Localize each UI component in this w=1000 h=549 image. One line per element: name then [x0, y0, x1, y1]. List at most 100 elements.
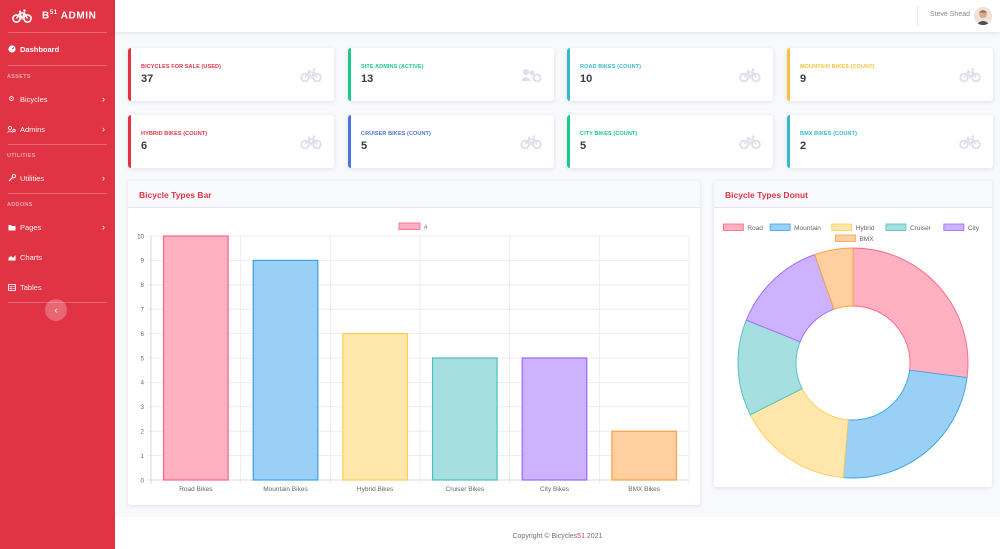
donut-slice[interactable] [842, 369, 968, 479]
bar-legend[interactable]: # [398, 222, 428, 231]
sidebar-item-admins[interactable]: Admins › [0, 114, 115, 144]
chevron-right-icon: › [102, 173, 105, 183]
bar[interactable] [342, 332, 409, 481]
sidebar-item-utilities[interactable]: Utilities › [0, 163, 115, 193]
stat-value: 5 [580, 140, 587, 152]
stat-label: SITE ADMINS (ACTIVE) [361, 64, 424, 70]
x-tick-label: Cruiser Bikes [446, 486, 485, 493]
legend-label: Hybrid [856, 225, 875, 232]
donut-legend-item[interactable]: Mountain [769, 223, 821, 232]
bar[interactable] [521, 357, 588, 481]
bicycle-icon [959, 68, 981, 82]
users-cog-icon [7, 125, 16, 134]
sidebar-toggle-button[interactable]: ‹ [45, 299, 67, 321]
folder-icon [7, 223, 16, 232]
legend-swatch [769, 223, 791, 231]
sidebar-divider [8, 32, 107, 33]
stat-card: CRUISER BIKES (COUNT) 5 [348, 115, 554, 168]
stat-value: 2 [800, 140, 807, 152]
x-tick-label: BMX Bikes [628, 486, 661, 493]
stat-label: CITY BIKES (COUNT) [580, 131, 638, 137]
stat-card: ROAD BIKES (COUNT) 10 [567, 48, 773, 101]
legend-label: Mountain [794, 225, 821, 232]
chevron-right-icon: › [102, 222, 105, 232]
bar-chart-card: Bicycle Types Bar #0 1 2 3 4 5 6 7 8 9 10 Road Bike… [128, 181, 700, 505]
y-tick-label: 7 [141, 307, 145, 314]
avatar[interactable] [974, 7, 992, 25]
sidebar-item-charts[interactable]: Charts [0, 242, 115, 272]
dashboard-icon [7, 45, 16, 54]
y-tick-label: 5 [141, 355, 145, 362]
sidebar-item-bicycles[interactable]: ⚙ Bicycles › [0, 84, 115, 114]
bar-chart-title: Bicycle Types Bar [128, 181, 700, 208]
legend-swatch [943, 223, 965, 231]
sidebar-heading-assets: ASSETS [7, 74, 31, 80]
donut-legend-item[interactable]: BMX [835, 234, 874, 243]
stat-card: MOUNTAIN BIKES (COUNT) 9 [787, 48, 993, 101]
brand-name: B51 ADMIN [42, 10, 97, 22]
stat-card: CITY BIKES (COUNT) 5 [567, 115, 773, 168]
donut-slice[interactable] [852, 247, 969, 379]
x-tick-label: Hybrid Bikes [357, 486, 394, 493]
y-tick-label: 2 [141, 429, 145, 436]
y-tick-label: 6 [141, 331, 145, 338]
legend-label: City [968, 225, 980, 232]
donut-chart-card: Bicycle Types Donut Road Mountain Hybrid Cr… [714, 181, 992, 487]
stat-value: 9 [800, 73, 807, 85]
donut-legend-item[interactable]: Hybrid [831, 223, 875, 232]
legend-swatch [835, 234, 856, 242]
x-tick-label: Road Bikes [179, 486, 213, 493]
y-tick-label: 8 [141, 282, 145, 289]
bicycle-icon [300, 68, 322, 82]
chart-area-icon [7, 253, 16, 262]
sidebar-item-dashboard[interactable]: Dashboard [0, 33, 115, 65]
stat-value: 6 [141, 140, 148, 152]
bicycle-icon [12, 9, 32, 23]
bar[interactable] [252, 259, 319, 481]
sidebar-item-label: Charts [20, 252, 43, 262]
donut-legend-item[interactable]: Cruiser [885, 223, 932, 232]
stat-label: BICYCLES FOR SALE (USED) [141, 64, 222, 70]
x-tick-label: Mountain Bikes [263, 486, 308, 493]
sidebar-item-pages[interactable]: Pages › [0, 212, 115, 242]
sidebar-item-label: Utilities [20, 173, 45, 183]
topbar: Steve Shead [115, 0, 1000, 32]
sidebar-item-tables[interactable]: Tables [0, 272, 115, 302]
wrench-icon [7, 174, 16, 183]
bar[interactable] [162, 235, 229, 481]
bar[interactable] [611, 430, 678, 481]
sidebar-divider [8, 65, 107, 66]
brand-logo[interactable]: B51 ADMIN [0, 0, 115, 32]
chevron-right-icon: › [102, 124, 105, 134]
bicycle-icon [520, 135, 542, 149]
donut-slice[interactable] [814, 247, 854, 310]
sidebar-divider [8, 302, 107, 303]
table-icon [7, 283, 16, 292]
bar[interactable] [431, 357, 498, 481]
y-tick-label: 9 [141, 258, 145, 265]
donut-legend-item[interactable]: City [943, 223, 980, 232]
bar-chart: #0 1 2 3 4 5 6 7 8 9 10 Road Bikes Mountain Bikes Hyb… [137, 222, 690, 493]
stat-card: HYBRID BIKES (COUNT) 6 [128, 115, 334, 168]
chevron-right-icon: › [102, 94, 105, 104]
user-name[interactable]: Steve Shead [929, 11, 970, 18]
legend-swatch [885, 223, 907, 231]
donut-legend-item[interactable]: Road [722, 223, 763, 232]
legend-swatch [398, 222, 421, 230]
sidebar-heading-addons: ADDONS [7, 202, 33, 208]
stat-value: 5 [361, 140, 368, 152]
users-cog-icon [521, 69, 542, 82]
stat-label: ROAD BIKES (COUNT) [580, 64, 642, 70]
donut-chart: Road Mountain Hybrid Cruiser City BMX [722, 223, 980, 479]
legend-label: BMX [859, 236, 874, 243]
bicycle-icon [739, 135, 761, 149]
topbar-divider [917, 6, 918, 26]
stat-value: 37 [141, 73, 154, 85]
legend-label: Cruiser [910, 225, 932, 232]
bicycle-icon [300, 135, 322, 149]
bicycle-icon [739, 68, 761, 82]
footer: Copyright © Bicycles51 2021 [115, 517, 1000, 549]
donut-chart-title: Bicycle Types Donut [714, 181, 992, 208]
sidebar-item-label: Dashboard [20, 44, 60, 54]
stat-value: 13 [361, 73, 374, 85]
